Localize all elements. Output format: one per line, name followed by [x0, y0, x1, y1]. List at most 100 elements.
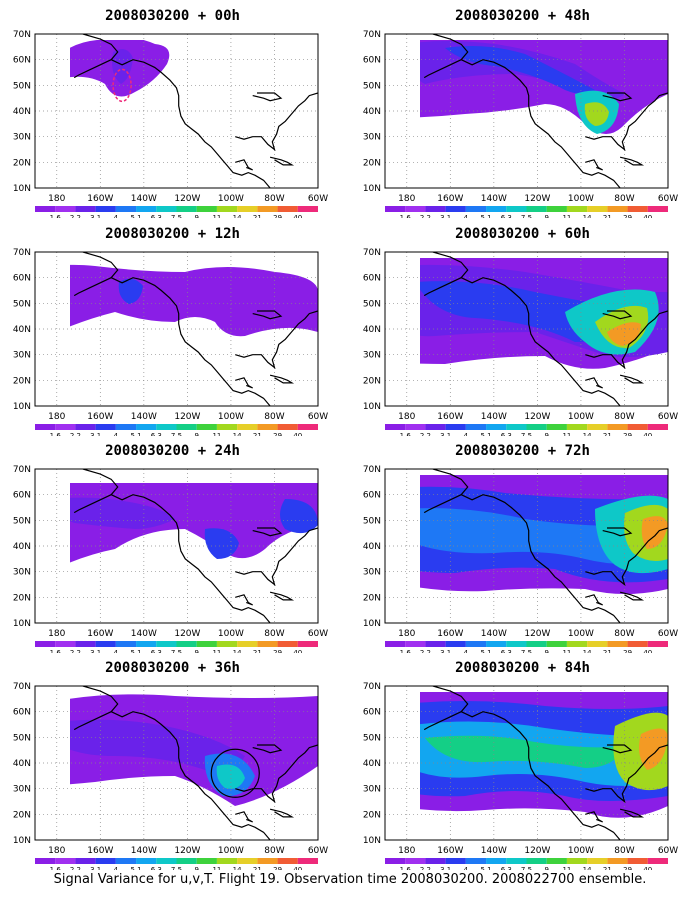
variance-field: [420, 40, 668, 134]
colorbar-label: 1.6: [50, 214, 62, 218]
colorbar-label: 29: [273, 432, 282, 436]
variance-field: [70, 694, 318, 806]
coastlines: [73, 34, 318, 188]
colorbar-label: 5.1: [131, 866, 142, 870]
variance-map: 70N 60N 50N 40N 30N 20N 10N 180 160W 140W 120W 100W…: [363, 248, 678, 436]
colorbar-label: 14: [583, 866, 592, 870]
lat-tick-label: 30N: [13, 351, 31, 361]
colorbar-swatch: [425, 641, 446, 647]
colorbar-swatch: [115, 206, 137, 212]
variance-contour: [118, 278, 143, 304]
coastlines: [73, 686, 318, 840]
colorbar-swatch: [115, 424, 137, 430]
colorbar-swatch: [176, 424, 197, 430]
variance-contour: [70, 497, 175, 529]
colorbar-swatch: [546, 641, 567, 647]
lon-tick-label: 160W: [87, 194, 113, 204]
colorbar-label: 9: [194, 214, 198, 218]
colorbar: 1.6 2.2 3.1 4 5.1 6.3 7.5 9 11 14 21 29 40: [385, 206, 668, 218]
colorbar-label: 40: [643, 432, 652, 436]
gridlines: [385, 686, 668, 840]
lat-tick-label: 30N: [363, 133, 381, 143]
colorbar-swatch: [95, 424, 116, 430]
colorbar-swatch: [506, 641, 527, 647]
lat-tick-label: 60N: [363, 491, 381, 501]
lat-tick-label: 60N: [363, 708, 381, 718]
colorbar-swatch: [506, 858, 527, 864]
colorbar-swatch: [156, 641, 177, 647]
colorbar-swatch: [95, 858, 116, 864]
colorbar-label: 11: [562, 432, 571, 436]
variance-map: 70N 60N 50N 40N 30N 20N 10N 180 160W 140W 120W 100W…: [363, 682, 678, 870]
lon-tick-label: 100W: [218, 846, 244, 856]
colorbar-label: 7.5: [521, 432, 532, 436]
lon-tick-label: 60W: [308, 629, 328, 639]
colorbar-swatch: [115, 858, 137, 864]
colorbar-swatch: [55, 858, 76, 864]
lon-tick-label: 60W: [658, 412, 678, 422]
colorbar-label: 21: [603, 214, 612, 218]
colorbar-swatch: [627, 206, 648, 212]
colorbar-label: 7.5: [521, 649, 532, 653]
colorbar-swatch: [526, 858, 547, 864]
lon-tick-label: 80W: [614, 629, 634, 639]
colorbar-swatch: [587, 641, 608, 647]
colorbar-swatch: [566, 858, 588, 864]
colorbar-swatch: [257, 641, 278, 647]
colorbar-label: 29: [273, 649, 282, 653]
lat-tick-label: 10N: [363, 184, 381, 194]
lat-tick-label: 20N: [363, 810, 381, 820]
colorbar-label: 1.6: [400, 866, 412, 870]
colorbar-swatch: [607, 206, 628, 212]
lat-tick-label: 10N: [13, 184, 31, 194]
lat-tick-label: 10N: [363, 619, 381, 629]
lat-tick-label: 10N: [13, 402, 31, 412]
colorbar-swatch: [196, 206, 217, 212]
map-panel: 2008030200 + 00h 70N 60N 50N 40N 30N 20N 10N 180…: [0, 0, 345, 218]
colorbar-label: 3.1: [440, 866, 451, 870]
colorbar-label: 29: [273, 214, 282, 218]
colorbar-swatch: [526, 641, 547, 647]
lat-tick-label: 50N: [363, 516, 381, 526]
colorbar-label: 9: [544, 866, 548, 870]
colorbar-label: 5.1: [131, 649, 142, 653]
colorbar-label: 11: [212, 432, 221, 436]
colorbar-swatch: [216, 424, 238, 430]
lat-tick-label: 70N: [363, 682, 381, 692]
lon-tick-label: 160W: [437, 629, 463, 639]
colorbar-label: 3.1: [440, 649, 451, 653]
colorbar-label: 11: [562, 214, 571, 218]
lon-tick-label: 60W: [308, 412, 328, 422]
colorbar-label: 2.2: [70, 649, 81, 653]
lat-tick-label: 70N: [13, 30, 31, 40]
colorbar: 1.6 2.2 3.1 4 5.1 6.3 7.5 9 11 14 21 29 40: [35, 641, 318, 653]
lat-tick-label: 70N: [363, 30, 381, 40]
colorbar-label: 40: [293, 649, 302, 653]
colorbar-label: 9: [544, 649, 548, 653]
colorbar-label: 11: [562, 649, 571, 653]
coastlines: [73, 252, 318, 406]
colorbar-swatch: [607, 424, 628, 430]
lon-tick-label: 180: [398, 412, 415, 422]
lat-tick-label: 30N: [13, 785, 31, 795]
colorbar-swatch: [55, 424, 76, 430]
variance-map: 70N 60N 50N 40N 30N 20N 10N 180 160W 140W 120W 100W…: [13, 682, 328, 870]
colorbar-swatch: [627, 858, 648, 864]
colorbar-swatch: [257, 858, 278, 864]
colorbar-label: 5.1: [481, 214, 492, 218]
lon-tick-label: 120W: [524, 412, 550, 422]
colorbar-swatch: [115, 641, 137, 647]
lat-tick-label: 20N: [13, 158, 31, 168]
colorbar-swatch: [156, 424, 177, 430]
colorbar-label: 2.2: [420, 432, 431, 436]
colorbar-swatch: [445, 206, 466, 212]
coastlines: [423, 252, 668, 406]
lat-tick-label: 50N: [13, 516, 31, 526]
colorbar-label: 11: [562, 866, 571, 870]
lon-tick-label: 80W: [614, 412, 634, 422]
lon-tick-label: 120W: [524, 194, 550, 204]
colorbar-swatch: [176, 206, 197, 212]
colorbar-label: 1.6: [400, 432, 412, 436]
colorbar-label: 7.5: [521, 214, 532, 218]
observation-marker: [112, 68, 132, 103]
